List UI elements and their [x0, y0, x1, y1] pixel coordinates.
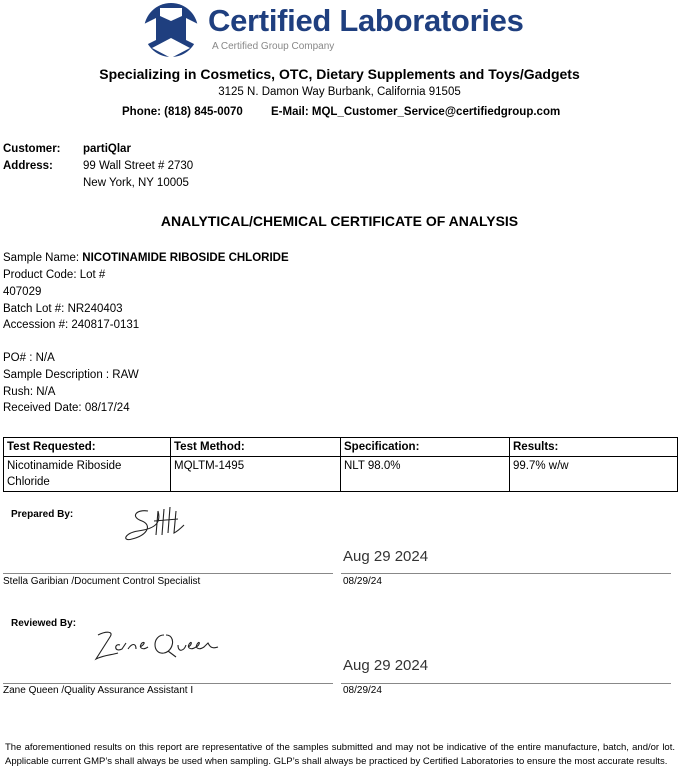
address-label: Address: — [3, 160, 53, 172]
document-title: ANALYTICAL/CHEMICAL CERTIFICATE OF ANALY… — [160, 213, 519, 229]
product-code: Product Code: Lot # — [3, 269, 106, 281]
company-logo-icon — [144, 3, 198, 58]
phone: Phone: (818) 845-0070 — [122, 106, 243, 118]
customer-label: Customer: — [3, 143, 61, 155]
received-date: Received Date: 08/17/24 — [3, 402, 130, 414]
prepared-signature — [125, 506, 185, 541]
table-header-row: Test Requested: Test Method: Specificati… — [3, 437, 678, 457]
lab-address: 3125 N. Damon Way Burbank, California 91… — [218, 86, 461, 98]
address-line1: 99 Wall Street # 2730 — [83, 160, 194, 172]
brand-name: Certified Laboratories — [208, 3, 524, 38]
reviewed-signature — [94, 631, 219, 661]
lot-number: 407029 — [3, 286, 42, 298]
accession: Accession #: 240817-0131 — [3, 319, 140, 331]
reviewer-name: Zane Queen /Quality Assurance Assistant … — [3, 685, 194, 696]
sample-name: Sample Name: NICOTINAMIDE RIBOSIDE CHLOR… — [3, 252, 289, 264]
email: E-Mail: MQL_Customer_Service@certifiedgr… — [271, 106, 561, 118]
reviewed-by-label: Reviewed By: — [11, 618, 77, 629]
batch-lot: Batch Lot #: NR240403 — [3, 303, 123, 315]
preparer-name: Stella Garibian /Document Control Specia… — [3, 576, 201, 587]
table-row: Nicotinamide Riboside Chloride MQLTM-149… — [3, 456, 678, 492]
prepared-date: 08/29/24 — [343, 576, 382, 587]
po-number: PO# : N/A — [3, 352, 55, 364]
reviewed-date-stamp: Aug 29 2024 — [343, 657, 429, 674]
customer-name: partiQlar — [83, 143, 131, 155]
results-table: Test Requested: Test Method: Specificati… — [3, 437, 678, 492]
prepared-by-label: Prepared By: — [11, 509, 74, 520]
prepared-date-stamp: Aug 29 2024 — [343, 548, 429, 565]
brand-tagline: A Certified Group Company — [212, 41, 335, 52]
footer-disclaimer: The aforementioned results on this repor… — [5, 742, 675, 767]
specialty: Specializing in Cosmetics, OTC, Dietary … — [99, 66, 580, 82]
address-line2: New York, NY 10005 — [83, 177, 189, 189]
reviewed-date: 08/29/24 — [343, 685, 382, 696]
rush: Rush: N/A — [3, 386, 56, 398]
sample-description: Sample Description : RAW — [3, 369, 139, 381]
